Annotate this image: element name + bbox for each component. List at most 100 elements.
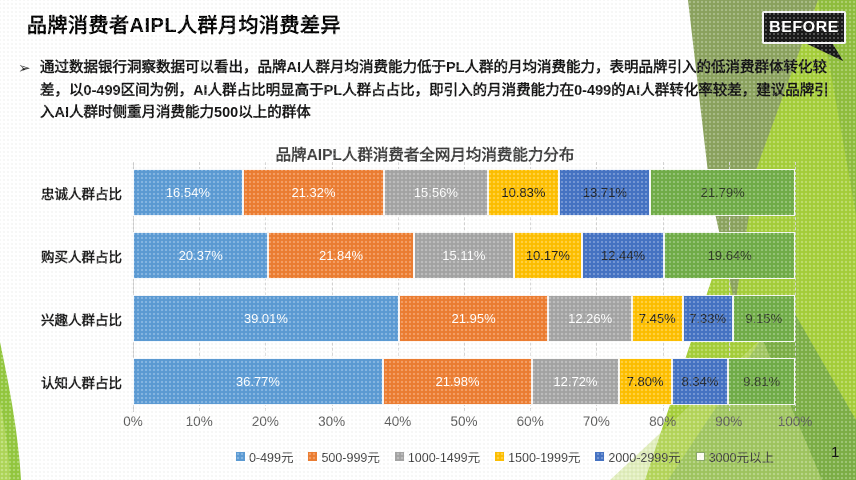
- bar-segment: 12.26%: [548, 295, 632, 342]
- bar-segment: 21.84%: [268, 232, 414, 279]
- x-axis-tick-label: 80%: [649, 414, 677, 429]
- chart-gridline: [199, 162, 201, 411]
- bar-value-label: 10.17%: [525, 248, 570, 263]
- legend-label: 1500-1999元: [508, 451, 581, 465]
- bar-value-label: 7.33%: [689, 311, 727, 326]
- chart-title: 品牌AIPL人群消费者全网月均消费能力分布: [275, 147, 575, 164]
- bar-value-label: 21.84%: [318, 248, 364, 263]
- bar-row: 16.54% 21.32% 15.56% 10.83% 13.71% 21.79%: [133, 169, 795, 216]
- bar-value-label: 15.56%: [413, 185, 458, 200]
- bar-value-label: 21.98%: [435, 374, 480, 389]
- bar-value-label: 9.15%: [745, 311, 783, 326]
- insight-text-block: ➢ 通过数据银行洞察数据可以看出，品牌AI人群月均消费能力低于PL人群的月均消费…: [16, 57, 834, 125]
- bar-segment: 7.33%: [682, 295, 733, 342]
- chart-legend: 0-499元 500-999元 1000-1499元 1500-1999元 2000-2…: [155, 447, 855, 466]
- bar-row: 20.37% 21.84% 15.11% 10.17% 12.44% 19.64%: [133, 232, 795, 279]
- bar-value-label: 21.79%: [700, 185, 745, 200]
- arrow-bullet-icon: ➢: [18, 60, 31, 77]
- bar-segment: 36.77%: [133, 358, 383, 405]
- chart-gridline: [795, 162, 796, 411]
- bar-value-label: 21.95%: [451, 311, 496, 326]
- bar-value-label: 21.32%: [291, 185, 336, 200]
- legend-label: 3000元以上: [708, 451, 774, 465]
- deco-green-corner: [818, 0, 856, 215]
- category-label: 兴趣人群占比: [41, 312, 122, 328]
- bar-value-label: 20.37%: [178, 248, 223, 263]
- bar-segment: 9.15%: [732, 295, 795, 342]
- bar-value-label: 19.64%: [707, 248, 752, 263]
- legend-marker-icon: [595, 452, 605, 461]
- x-axis-tick-label: 0%: [123, 414, 143, 429]
- category-label: 认知人群占比: [41, 375, 122, 391]
- bar-segment: 16.54%: [133, 169, 243, 216]
- legend-item: 0-499元: [235, 447, 294, 466]
- bar-value-label: 39.01%: [243, 311, 288, 326]
- chart-gridline: [662, 162, 664, 411]
- legend-marker-icon: [695, 452, 705, 461]
- before-badge: BEFORE: [762, 11, 846, 44]
- deco-left-sliver-light: [0, 402, 10, 480]
- x-axis-tick-label: 100%: [777, 414, 813, 429]
- bar-segment: 7.45%: [631, 295, 683, 342]
- bar-value-label: 12.26%: [568, 311, 613, 326]
- bar-segment: 21.98%: [382, 358, 533, 405]
- bar-segment: 8.34%: [671, 358, 729, 405]
- legend-item: 2000-2999元: [595, 447, 681, 466]
- chart-gridline: [728, 162, 730, 411]
- x-axis-tick-label: 40%: [384, 414, 412, 429]
- legend-label: 2000-2999元: [608, 451, 681, 465]
- chart-gridline: [265, 162, 267, 411]
- legend-item: 1500-1999元: [495, 447, 580, 466]
- x-axis-tick-label: 20%: [251, 414, 279, 429]
- bar-value-label: 10.83%: [501, 185, 546, 200]
- x-axis-tick-label: 90%: [715, 414, 743, 429]
- chart-axis-line: [133, 162, 134, 412]
- deco-sage-band: [688, 0, 818, 305]
- legend-label: 0-499元: [248, 451, 294, 465]
- category-label: 忠诚人群占比: [41, 186, 122, 202]
- bar-row: 39.01% 21.95% 12.26% 7.45% 7.33% 9.15%: [133, 295, 795, 342]
- legend-item: 500-999元: [308, 447, 380, 466]
- bar-segment: 10.17%: [514, 232, 582, 279]
- bar-segment: 7.80%: [618, 358, 672, 405]
- bar-value-label: 8.34%: [681, 374, 719, 389]
- page-title: 品牌消费者AIPL人群月均消费差异: [27, 15, 342, 37]
- bar-segment: 39.01%: [133, 295, 399, 342]
- x-axis-tick-label: 50%: [450, 414, 478, 429]
- before-badge-label: BEFORE: [769, 18, 839, 36]
- legend-marker-icon: [308, 452, 318, 461]
- chart-gridline: [596, 162, 598, 411]
- chart-gridline: [331, 162, 333, 411]
- bar-value-label: 15.11%: [442, 248, 486, 263]
- legend-item: 1000-1499元: [394, 447, 481, 466]
- bar-segment: 10.83%: [487, 169, 560, 216]
- bar-value-label: 9.81%: [743, 374, 781, 389]
- bar-value-label: 12.44%: [600, 248, 646, 263]
- bar-segment: 21.79%: [650, 169, 795, 216]
- bar-segment: 12.72%: [532, 358, 619, 405]
- bar-value-label: 13.71%: [582, 185, 627, 200]
- bar-segment: 21.95%: [398, 295, 549, 342]
- bar-segment: 15.56%: [384, 169, 488, 216]
- bar-segment: 13.71%: [559, 169, 651, 216]
- chart-gridline: [397, 162, 399, 411]
- x-axis-tick-label: 30%: [318, 414, 346, 429]
- legend-marker-icon: [394, 452, 404, 461]
- chart-gridline: [464, 162, 465, 411]
- bar-row: 36.77% 21.98% 12.72% 7.80% 8.34% 9.81%: [133, 358, 795, 405]
- x-axis-tick-label: 10%: [185, 414, 213, 429]
- legend-label: 500-999元: [321, 451, 380, 465]
- bar-segment: 20.37%: [133, 232, 269, 279]
- bar-value-label: 16.54%: [165, 185, 210, 200]
- bar-segment: 19.64%: [664, 232, 795, 279]
- bar-value-label: 36.77%: [235, 374, 280, 389]
- legend-label: 1000-1499元: [407, 451, 481, 465]
- x-axis-tick-label: 70%: [582, 414, 610, 429]
- page-number: 1: [831, 444, 840, 461]
- chart-gridline: [530, 162, 532, 411]
- bar-value-label: 7.80%: [626, 374, 664, 389]
- bar-value-label: 12.72%: [553, 374, 598, 389]
- category-label: 购买人群占比: [41, 249, 122, 265]
- bar-segment: 15.11%: [413, 232, 515, 279]
